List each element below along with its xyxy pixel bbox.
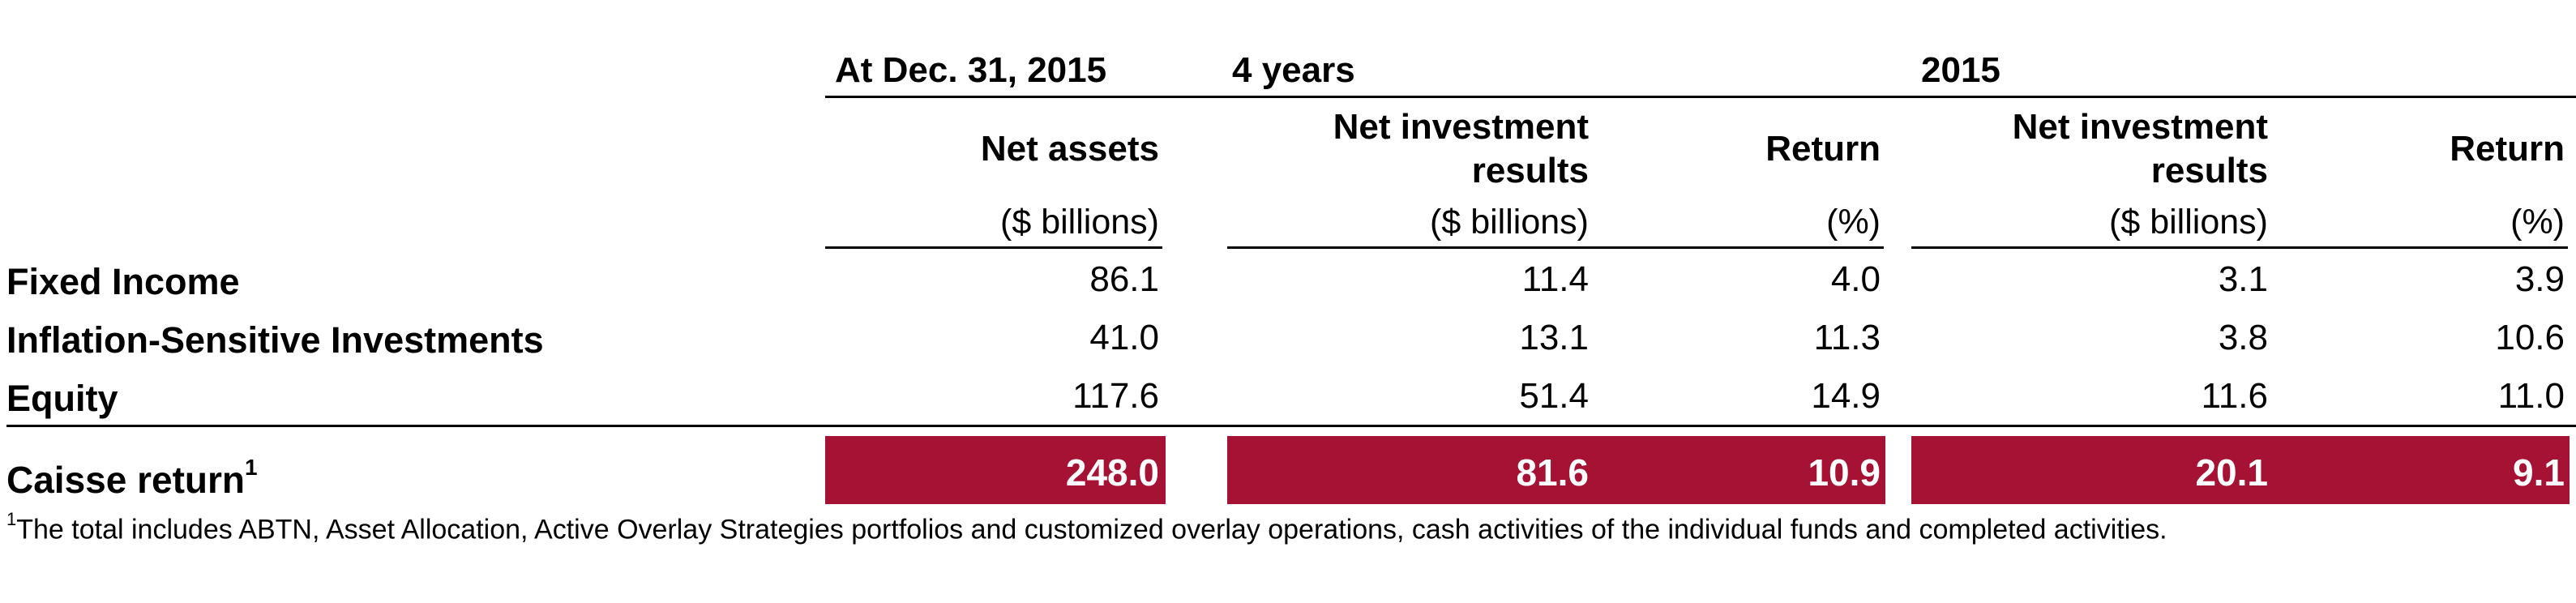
cell-inflation-return-4y: 11.3 [1813,318,1881,357]
cell-inflation-nir-4y: 13.1 [1519,318,1589,357]
cell-fixed-income-nir-4y: 11.4 [1521,259,1589,299]
cell-fixed-income-nir-2015: 3.1 [2218,259,2268,299]
cell-total-net-assets: 248.0 [1065,451,1159,494]
footnote-marker: 1 [6,509,17,529]
cell-equity-return-2015: 11.0 [2497,376,2565,416]
cell-fixed-income-return-2015: 3.9 [2514,259,2565,299]
cell-equity-nir-4y: 51.4 [1519,376,1589,416]
cell-inflation-return-2015: 10.6 [2495,318,2565,357]
cell-equity-net-assets: 117.6 [1072,376,1159,416]
footnote-text: The total includes ABTN, Asset Allocatio… [16,514,2167,545]
col-header-net-assets: Net assets [980,129,1159,169]
footnote: 1The total includes ABTN, Asset Allocati… [6,509,2167,545]
cell-inflation-nir-2015: 3.8 [2218,318,2268,357]
caisse-return-footnote-marker: 1 [245,454,258,480]
cell-total-nir-2015: 20.1 [2195,451,2268,494]
rule-2015 [1911,246,2568,249]
unit-net-investment-2015: ($ billions) [2109,203,2268,242]
col-header-net-investment-2015-line1: Net investment [2012,107,2268,147]
row-label-fixed-income: Fixed Income [6,261,240,302]
cell-total-return-4y: 10.9 [1808,451,1881,494]
row-label-equity: Equity [6,378,118,419]
unit-net-assets: ($ billions) [1000,203,1159,242]
col-header-net-investment-2015-line2: results [2150,151,2268,190]
cell-fixed-income-net-assets: 86.1 [1089,259,1159,299]
col-header-return-4y: Return [1765,129,1881,169]
cell-inflation-net-assets: 41.0 [1089,318,1159,357]
rule-net-assets [825,246,1162,249]
cell-fixed-income-return-4y: 4.0 [1830,259,1881,299]
unit-return-2015: (%) [2510,203,2565,242]
col-header-net-investment-2015: Net investment results [2013,105,2268,193]
rule-above-total [6,425,2576,427]
row-label-inflation-sensitive: Inflation-Sensitive Investments [6,319,544,361]
group-header-at-date: At Dec. 31, 2015 [835,50,1107,90]
col-header-return-2015: Return [2450,129,2565,169]
unit-net-investment-4y: ($ billions) [1430,203,1589,242]
rule-4-years [1227,246,1884,249]
cell-equity-nir-2015: 11.6 [2201,376,2268,416]
col-header-net-investment-4y: Net investment results [1333,105,1589,193]
unit-return-4y: (%) [1826,203,1881,242]
highlight-band-4-years [1227,436,1885,504]
caisse-return-text: Caisse return [6,459,246,501]
cell-total-return-2015: 9.1 [2513,451,2565,494]
group-header-2015: 2015 [1921,50,2000,90]
group-header-4-years: 4 years [1232,50,1355,90]
cell-total-nir-4y: 81.6 [1516,451,1589,494]
cell-equity-return-4y: 14.9 [1811,376,1881,416]
col-header-net-investment-4y-line2: results [1471,151,1589,190]
col-header-net-investment-4y-line1: Net investment [1333,107,1589,147]
highlight-band-2015 [1911,436,2570,504]
row-label-caisse-return: Caisse return1 [6,454,258,502]
highlight-band-net-assets [825,436,1166,504]
header-rule-top [825,96,2576,98]
